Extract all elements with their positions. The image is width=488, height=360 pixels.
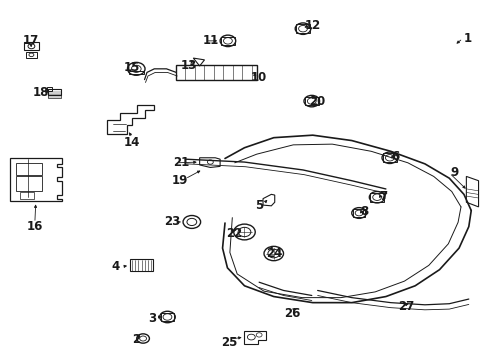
Bar — [130, 259, 153, 271]
Bar — [24, 42, 39, 50]
Text: 27: 27 — [397, 300, 414, 313]
Bar — [129, 71, 143, 74]
Bar — [382, 153, 396, 162]
Bar — [16, 176, 41, 192]
Text: 18: 18 — [32, 86, 49, 99]
Text: 4: 4 — [111, 260, 119, 273]
Bar — [369, 193, 383, 202]
Text: 7: 7 — [379, 190, 386, 203]
Text: 19: 19 — [172, 174, 188, 186]
Bar — [160, 313, 174, 321]
Text: 2: 2 — [132, 333, 140, 346]
Text: 1: 1 — [463, 32, 471, 45]
Bar — [20, 192, 34, 199]
Text: 23: 23 — [164, 215, 180, 228]
Bar — [26, 51, 37, 58]
Text: 14: 14 — [124, 136, 140, 149]
Bar — [352, 210, 365, 217]
Bar — [46, 87, 52, 91]
Text: 3: 3 — [147, 311, 156, 325]
Text: 15: 15 — [124, 60, 140, 73]
Text: 17: 17 — [23, 33, 39, 47]
Text: 9: 9 — [449, 166, 457, 179]
Bar — [48, 95, 61, 98]
Text: 10: 10 — [250, 71, 267, 84]
Text: 25: 25 — [220, 336, 237, 348]
Bar — [305, 97, 318, 105]
Text: 8: 8 — [359, 205, 367, 218]
Text: 11: 11 — [202, 34, 218, 48]
Bar — [221, 37, 234, 45]
Bar — [296, 24, 309, 33]
Text: 13: 13 — [180, 59, 196, 72]
Text: 5: 5 — [254, 199, 263, 212]
Text: 16: 16 — [26, 220, 43, 233]
Text: 24: 24 — [266, 247, 283, 260]
Bar — [16, 163, 41, 175]
Text: 21: 21 — [173, 156, 189, 169]
Text: 6: 6 — [391, 150, 399, 163]
Text: 26: 26 — [284, 307, 300, 320]
Text: 20: 20 — [309, 95, 325, 108]
Bar — [176, 65, 256, 80]
Text: 22: 22 — [226, 226, 243, 239]
Bar — [48, 89, 61, 95]
Text: 12: 12 — [304, 19, 320, 32]
